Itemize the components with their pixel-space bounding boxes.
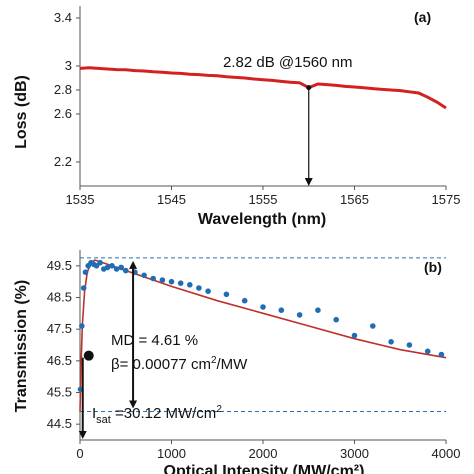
transmission-x-tick-label: 2000 bbox=[249, 446, 278, 461]
transmission-y-tick-label: 44.5 bbox=[47, 416, 72, 431]
transmission-data-point bbox=[150, 275, 156, 282]
transmission-y-tick-label: 45.5 bbox=[47, 385, 72, 400]
transmission-y-tick-label: 47.5 bbox=[47, 321, 72, 336]
loss-x-ticks: 1535 1545 1555 1565 1575 bbox=[66, 185, 461, 207]
transmission-data-point bbox=[82, 269, 89, 276]
loss-x-tick-label: 1545 bbox=[157, 192, 186, 207]
loss-chart: 2.2 2.6 2.8 3 3.4 1535 1545 1555 1565 1575 2.82 … bbox=[13, 6, 460, 228]
transmission-data-point bbox=[80, 285, 87, 291]
loss-x-tick-label: 1535 bbox=[66, 192, 95, 207]
transmission-y-tick-label: 48.5 bbox=[47, 290, 72, 305]
transmission-data-point bbox=[196, 285, 202, 291]
modulation-depth-label: MD = 4.61 % bbox=[111, 332, 198, 349]
transmission-data-point bbox=[315, 307, 321, 314]
loss-y-tick-label: 3.4 bbox=[54, 10, 72, 25]
loss-y-axis-label: Loss (dB) bbox=[13, 75, 30, 149]
transmission-x-ticks: 0 1000 2000 3000 4000 bbox=[76, 439, 461, 461]
transmission-data-point bbox=[333, 316, 340, 323]
transmission-x-tick-label: 1000 bbox=[157, 446, 186, 461]
transmission-data-point bbox=[223, 291, 230, 298]
transmission-data-point bbox=[296, 312, 303, 318]
transmission-data-point bbox=[79, 323, 85, 329]
transmission-data-point bbox=[123, 267, 129, 274]
transmission-x-axis-label: Optical Intensity (MW/cm²) bbox=[164, 463, 365, 474]
loss-y-tick-label: 2.6 bbox=[54, 106, 72, 121]
loss-series-line bbox=[79, 66, 447, 110]
transmission-data-point bbox=[388, 339, 394, 345]
loss-x-axis-label: Wavelength (nm) bbox=[198, 211, 326, 228]
loss-y-tick-label: 3 bbox=[65, 58, 72, 73]
transmission-data-points bbox=[77, 259, 445, 393]
loss-x-tick-label: 1565 bbox=[340, 192, 369, 207]
transmission-y-ticks: 44.5 45.5 46.5 47.5 48.5 49.5 bbox=[47, 250, 81, 440]
transmission-data-point bbox=[159, 277, 166, 283]
loss-x-tick-label: 1555 bbox=[249, 192, 278, 207]
transmission-data-point bbox=[141, 272, 147, 279]
transmission-data-point bbox=[406, 342, 413, 348]
transmission-data-point bbox=[168, 278, 175, 285]
saturation-intensity-label: Isat =30.12 MW/cm2 bbox=[92, 404, 222, 426]
transmission-x-tick-label: 0 bbox=[76, 446, 83, 461]
transmission-data-point bbox=[187, 282, 193, 288]
transmission-y-tick-label: 49.5 bbox=[47, 258, 72, 273]
transmission-data-point bbox=[351, 332, 358, 339]
transmission-data-point bbox=[118, 264, 124, 271]
transmission-x-tick-label: 4000 bbox=[432, 446, 461, 461]
transmission-data-point bbox=[104, 264, 111, 271]
loss-y-tick-label: 2.8 bbox=[54, 82, 72, 97]
loss-panel-label: (a) bbox=[414, 9, 431, 25]
transmission-x-tick-label: 3000 bbox=[340, 446, 369, 461]
transmission-data-point bbox=[424, 348, 431, 355]
transmission-y-axis-label: Transmission (%) bbox=[13, 280, 30, 412]
transmission-data-point bbox=[205, 288, 211, 295]
transmission-y-tick-label: 46.5 bbox=[47, 353, 72, 368]
transmission-data-point bbox=[370, 323, 376, 329]
transmission-data-point bbox=[260, 304, 266, 310]
transmission-data-point bbox=[241, 297, 248, 304]
loss-y-ticks: 2.2 2.6 2.8 3 3.4 bbox=[54, 6, 81, 186]
beta-label: β= 0.00077 cm2/MW bbox=[111, 355, 248, 373]
transmission-data-point bbox=[109, 263, 115, 269]
transmission-data-point bbox=[113, 266, 120, 272]
transmission-chart: 44.5 45.5 46.5 47.5 48.5 49.5 0 1000 2000 3000 40… bbox=[13, 250, 460, 474]
transmission-panel-label: (b) bbox=[424, 259, 442, 275]
loss-annotation-label: 2.82 dB @1560 nm bbox=[223, 54, 352, 71]
transmission-data-point bbox=[278, 307, 285, 314]
transmission-data-point bbox=[177, 280, 184, 287]
transmission-data-point bbox=[97, 259, 103, 266]
loss-y-tick-label: 2.2 bbox=[54, 154, 72, 169]
saturation-point-marker bbox=[83, 350, 94, 361]
loss-x-tick-label: 1575 bbox=[432, 192, 461, 207]
loss-annotation-point bbox=[306, 85, 312, 91]
transmission-data-point bbox=[438, 351, 445, 358]
